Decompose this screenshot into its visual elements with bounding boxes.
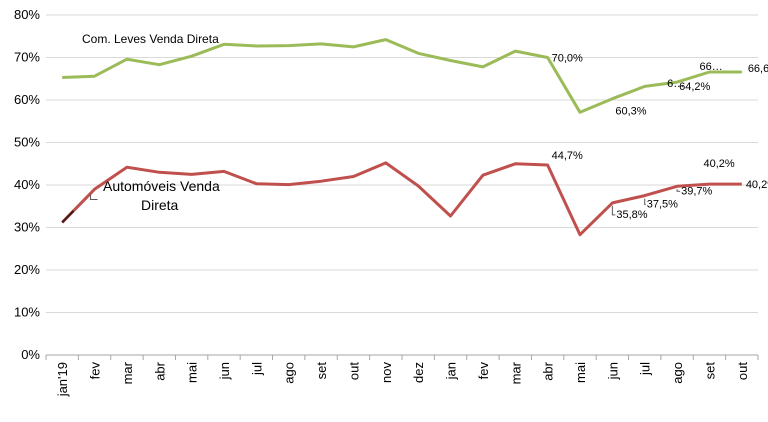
x-tick-label: jun [217, 362, 232, 380]
x-tick-label: nov [379, 362, 394, 383]
x-tick-label: ago [282, 362, 297, 384]
x-tick-label: mar [120, 361, 135, 384]
x-tick-label: jun [605, 362, 620, 380]
x-tick-label: out [346, 362, 361, 380]
x-tick-label: dez [411, 362, 426, 383]
x-tick-label: set [314, 362, 329, 380]
x-tick-label: abr [541, 361, 556, 380]
y-tick-label: 60% [14, 92, 40, 107]
y-tick-label: 40% [14, 177, 40, 192]
x-tick-label: mar [508, 361, 523, 384]
x-tick-label: set [702, 362, 717, 380]
data-label: 66… [699, 61, 722, 73]
x-axis-tick-labels: jan'19 fev mar abr mai jun jul ago set out nov dez j… [55, 361, 750, 397]
series-line-automoveis [61, 161, 742, 237]
gridlines [45, 14, 759, 360]
y-tick-label: 30% [14, 220, 40, 235]
y-tick-label: 0% [21, 347, 40, 362]
data-label-leader [644, 198, 646, 206]
x-tick-label: jan [444, 362, 459, 380]
data-label: 66,6% [748, 63, 768, 75]
data-label-leader [676, 189, 681, 192]
x-tick-label: abr [152, 361, 167, 380]
data-label: 39,7% [681, 185, 712, 197]
data-label: 70,0% [552, 53, 583, 65]
data-label: 64,2% [679, 81, 710, 93]
x-tick-label: out [735, 362, 750, 380]
data-label: 44,7% [552, 150, 583, 162]
data-labels: 70,0% 60,3% 6…64,2% 66… 66,6% 44,7% 35,8%37,5%… [90, 53, 768, 221]
y-tick-label: 20% [14, 262, 40, 277]
y-tick-label: 10% [14, 305, 40, 320]
series-name-com-leves: Com. Leves Venda Direta [82, 32, 219, 46]
x-tick-label: jul [249, 362, 264, 376]
y-tick-label: 50% [14, 135, 40, 150]
x-tick-label: mai [573, 362, 588, 383]
x-tick-label: fev [476, 362, 491, 380]
x-tick-label: ago [670, 362, 685, 384]
x-tick-label: mai [185, 362, 200, 383]
x-tick-label: jan'19 [55, 362, 70, 397]
data-label: 60,3% [615, 106, 646, 118]
y-tick-label: 80% [14, 7, 40, 22]
series-name-leader [90, 194, 98, 200]
y-axis-tick-labels: 0% 10% 20% 30% 40% 50% 60% 70% 80% [14, 7, 40, 362]
series-line-start-accent [61, 210, 75, 224]
data-label: 6… [667, 78, 684, 90]
series-lines [61, 38, 742, 237]
data-label-leader [611, 205, 616, 216]
series-name-automoveis-line2: Direta [141, 197, 179, 213]
data-label: 40,2% [746, 179, 768, 191]
series-name-automoveis-line1: Automóveis Venda [103, 178, 220, 194]
x-tick-label: fev [88, 362, 103, 380]
y-tick-label: 70% [14, 50, 40, 65]
x-tick-label: jul [638, 362, 653, 376]
data-label: 40,2% [703, 158, 734, 170]
series-line-com-leves [62, 38, 742, 114]
data-label: 35,8% [616, 209, 647, 221]
data-label: 37,5% [647, 199, 678, 211]
